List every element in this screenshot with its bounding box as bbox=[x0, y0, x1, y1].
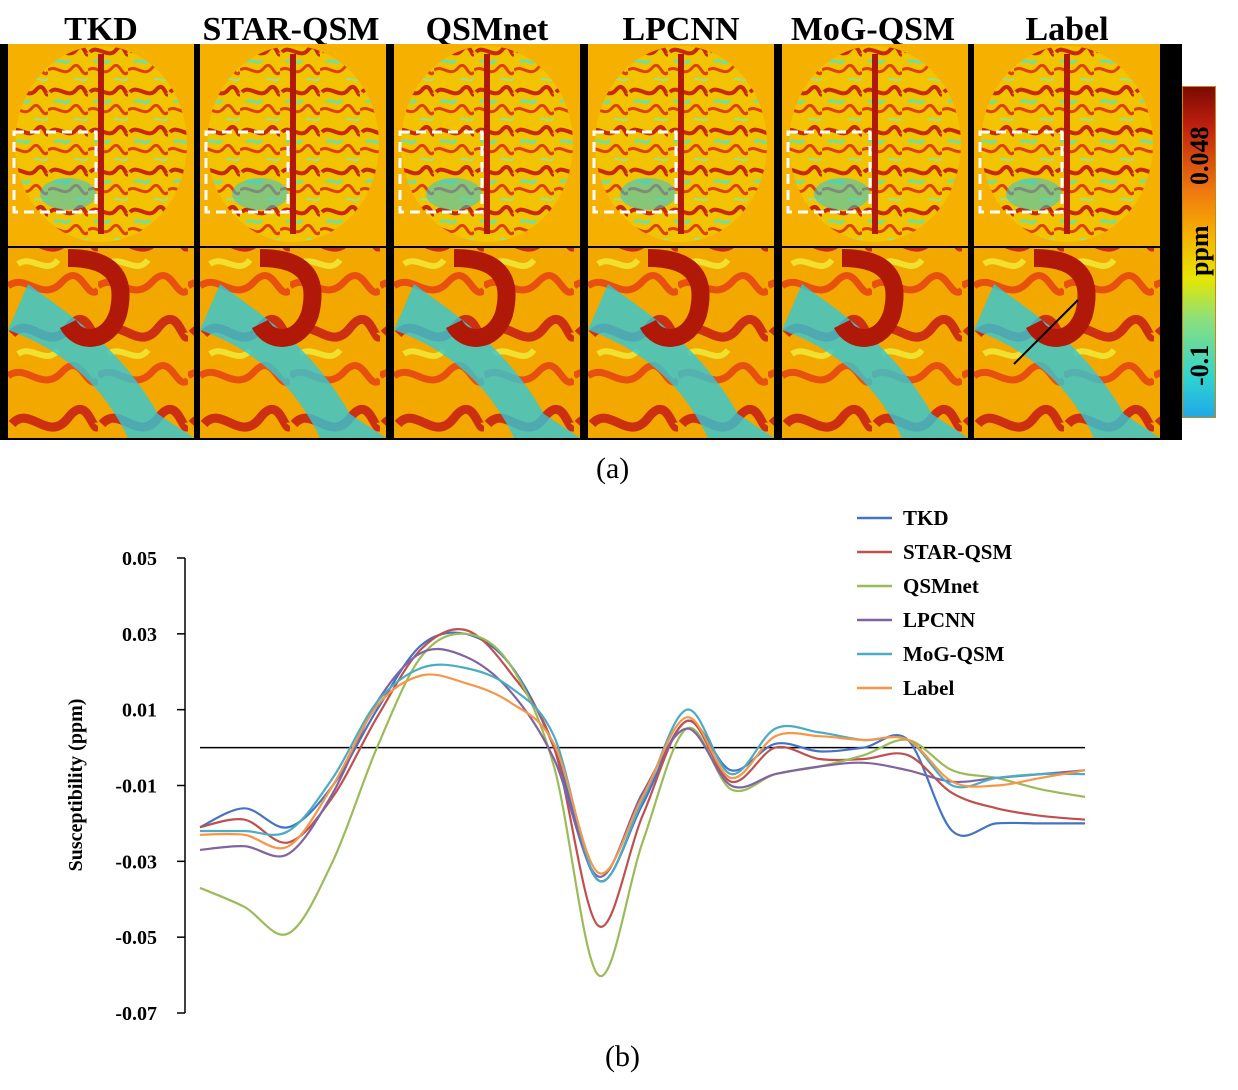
image-strip bbox=[0, 44, 1182, 440]
zoomed-gyrus bbox=[59, 249, 130, 347]
legend-label-label: Label bbox=[903, 676, 955, 700]
zoom-region-box bbox=[592, 130, 678, 214]
y-axis-label: Susceptibility (ppm) bbox=[65, 699, 87, 872]
panel-title-mog-qsm: MoG-QSM bbox=[790, 11, 956, 48]
series-line-mog-qsm bbox=[199, 663, 1086, 883]
white-matter-region bbox=[620, 178, 676, 210]
panel-title-tkd: TKD bbox=[64, 11, 138, 48]
zoomed-gyrus bbox=[251, 249, 322, 347]
panel-title-star-qsm: STAR-QSM bbox=[202, 11, 380, 48]
zoom-region-box bbox=[12, 130, 98, 214]
susceptibility-chart: 0.05 0.03 0.01 -0.01 -0.03 -0.05 -0.07 TKD STAR… bbox=[65, 506, 1086, 1025]
tile-star-qsm bbox=[200, 44, 386, 438]
white-matter-region bbox=[40, 178, 96, 210]
caption-b: (b) bbox=[605, 1040, 640, 1073]
profile-line bbox=[1013, 299, 1079, 365]
legend-label-mog-qsm: MoG-QSM bbox=[903, 642, 1005, 666]
caption-a: (a) bbox=[596, 452, 630, 485]
legend-label-star-qsm: STAR-QSM bbox=[903, 540, 1012, 564]
tile-lpcnn bbox=[588, 44, 774, 438]
zoom-region-box bbox=[398, 130, 484, 214]
series-line-star-qsm bbox=[199, 628, 1086, 928]
panel-title-lpcnn: LPCNN bbox=[622, 11, 740, 48]
zoomed-white-matter bbox=[8, 284, 194, 438]
zoom-region-box bbox=[978, 130, 1064, 214]
white-matter-region bbox=[426, 178, 482, 210]
legend-label-tkd: TKD bbox=[903, 506, 949, 530]
legend-label-lpcnn: LPCNN bbox=[903, 608, 975, 632]
y-tick-label: -0.01 bbox=[115, 776, 157, 798]
y-tick-label: 0.03 bbox=[122, 624, 157, 646]
colorbar-min-label: -0.1 bbox=[1185, 344, 1214, 386]
tile-label bbox=[974, 44, 1160, 438]
tile-qsmnet bbox=[394, 44, 580, 438]
zoom-region-box bbox=[204, 130, 290, 214]
zoomed-gyrus bbox=[1025, 249, 1096, 347]
zoomed-white-matter bbox=[588, 284, 774, 438]
white-matter-region bbox=[1006, 178, 1062, 210]
tile-mog-qsm bbox=[782, 44, 968, 438]
colorbar-unit-label: ppm bbox=[1185, 225, 1214, 276]
colorbar-max-label: 0.048 bbox=[1185, 126, 1214, 186]
zoomed-gyrus bbox=[445, 249, 516, 347]
panel-title-qsmnet: QSMnet bbox=[425, 11, 549, 48]
zoomed-white-matter bbox=[200, 284, 386, 438]
y-tick-label: -0.07 bbox=[115, 1003, 157, 1025]
panel-title-label: Label bbox=[1025, 11, 1109, 48]
series-line-label bbox=[199, 673, 1086, 875]
tile-tkd bbox=[8, 44, 194, 438]
zoomed-gyrus bbox=[639, 249, 710, 347]
zoomed-white-matter bbox=[974, 284, 1160, 438]
zoomed-white-matter bbox=[782, 284, 968, 438]
chart-legend: TKD STAR-QSM QSMnet LPCNN MoG-QSM Label bbox=[857, 506, 1012, 700]
zoomed-white-matter bbox=[394, 284, 580, 438]
white-matter-region bbox=[232, 178, 288, 210]
colorbar bbox=[1182, 86, 1216, 418]
y-tick-label: -0.05 bbox=[115, 927, 157, 949]
brain-image-grid bbox=[8, 44, 1160, 438]
y-tick-label: 0.01 bbox=[122, 700, 157, 722]
zoomed-gyrus bbox=[833, 249, 904, 347]
white-matter-region bbox=[814, 178, 870, 210]
zoom-region-box bbox=[786, 130, 872, 214]
chart-series bbox=[199, 628, 1086, 978]
legend-label-qsmnet: QSMnet bbox=[903, 574, 979, 598]
y-tick-label: -0.03 bbox=[115, 851, 157, 873]
chart-axes: 0.05 0.03 0.01 -0.01 -0.03 -0.05 -0.07 bbox=[115, 548, 1085, 1025]
y-tick-label: 0.05 bbox=[122, 548, 157, 570]
